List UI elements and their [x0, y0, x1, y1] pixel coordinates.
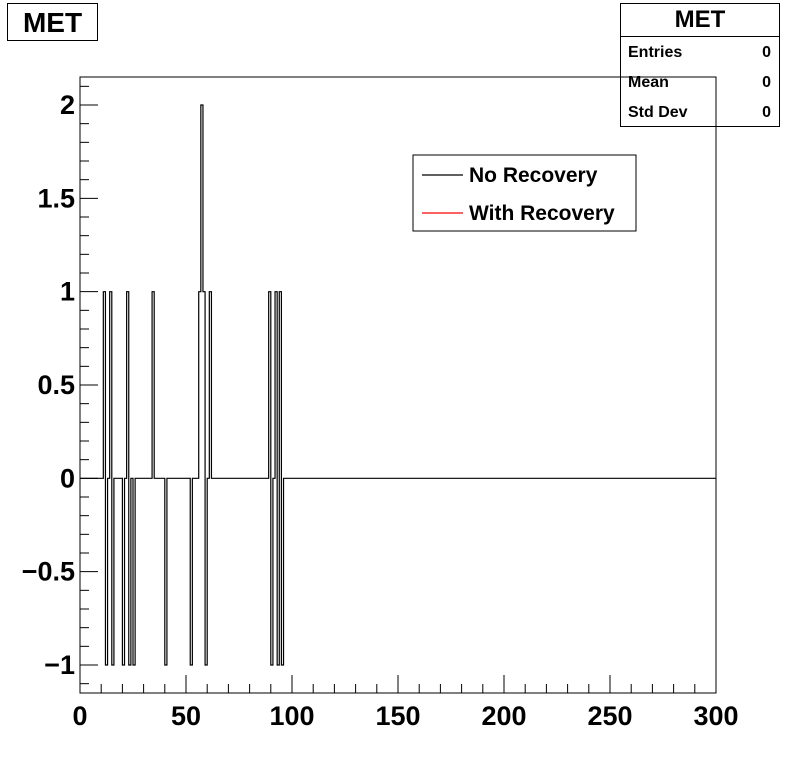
y-tick-label: 1 — [60, 277, 75, 307]
x-tick-label: 150 — [375, 701, 420, 731]
x-tick-label: 50 — [171, 701, 201, 731]
stats-title: MET — [621, 4, 779, 37]
legend-label: With Recovery — [469, 202, 615, 225]
y-tick-label: 2 — [60, 90, 75, 120]
chart-title-box: MET — [7, 3, 98, 41]
stats-box: MET Entries 0 Mean 0 Std Dev 0 — [620, 3, 780, 127]
stats-value: 0 — [762, 104, 771, 121]
series-line-1 — [80, 104, 716, 666]
y-tick-label: 0 — [60, 463, 75, 493]
x-tick-label: 250 — [587, 701, 632, 731]
x-tick-label: 0 — [72, 701, 87, 731]
stats-row-stddev: Std Dev 0 — [621, 97, 779, 127]
x-tick-label: 100 — [269, 701, 314, 731]
stats-label: Std Dev — [628, 104, 688, 121]
chart-title: MET — [22, 7, 83, 38]
legend-box — [412, 154, 637, 232]
x-tick-label: 300 — [693, 701, 738, 731]
y-tick-label: −1 — [44, 650, 75, 680]
stats-label: Mean — [628, 74, 669, 91]
y-tick-label: 0.5 — [37, 370, 75, 400]
stats-row-entries: Entries 0 — [621, 37, 779, 67]
stats-label: Entries — [628, 44, 683, 61]
x-tick-label: 200 — [481, 701, 526, 731]
stats-value: 0 — [762, 44, 771, 61]
y-tick-label: −0.5 — [22, 557, 75, 587]
stats-row-mean: Mean 0 — [621, 67, 779, 97]
y-tick-label: 1.5 — [37, 183, 75, 213]
legend-label: No Recovery — [469, 164, 598, 187]
stats-value: 0 — [762, 74, 771, 91]
